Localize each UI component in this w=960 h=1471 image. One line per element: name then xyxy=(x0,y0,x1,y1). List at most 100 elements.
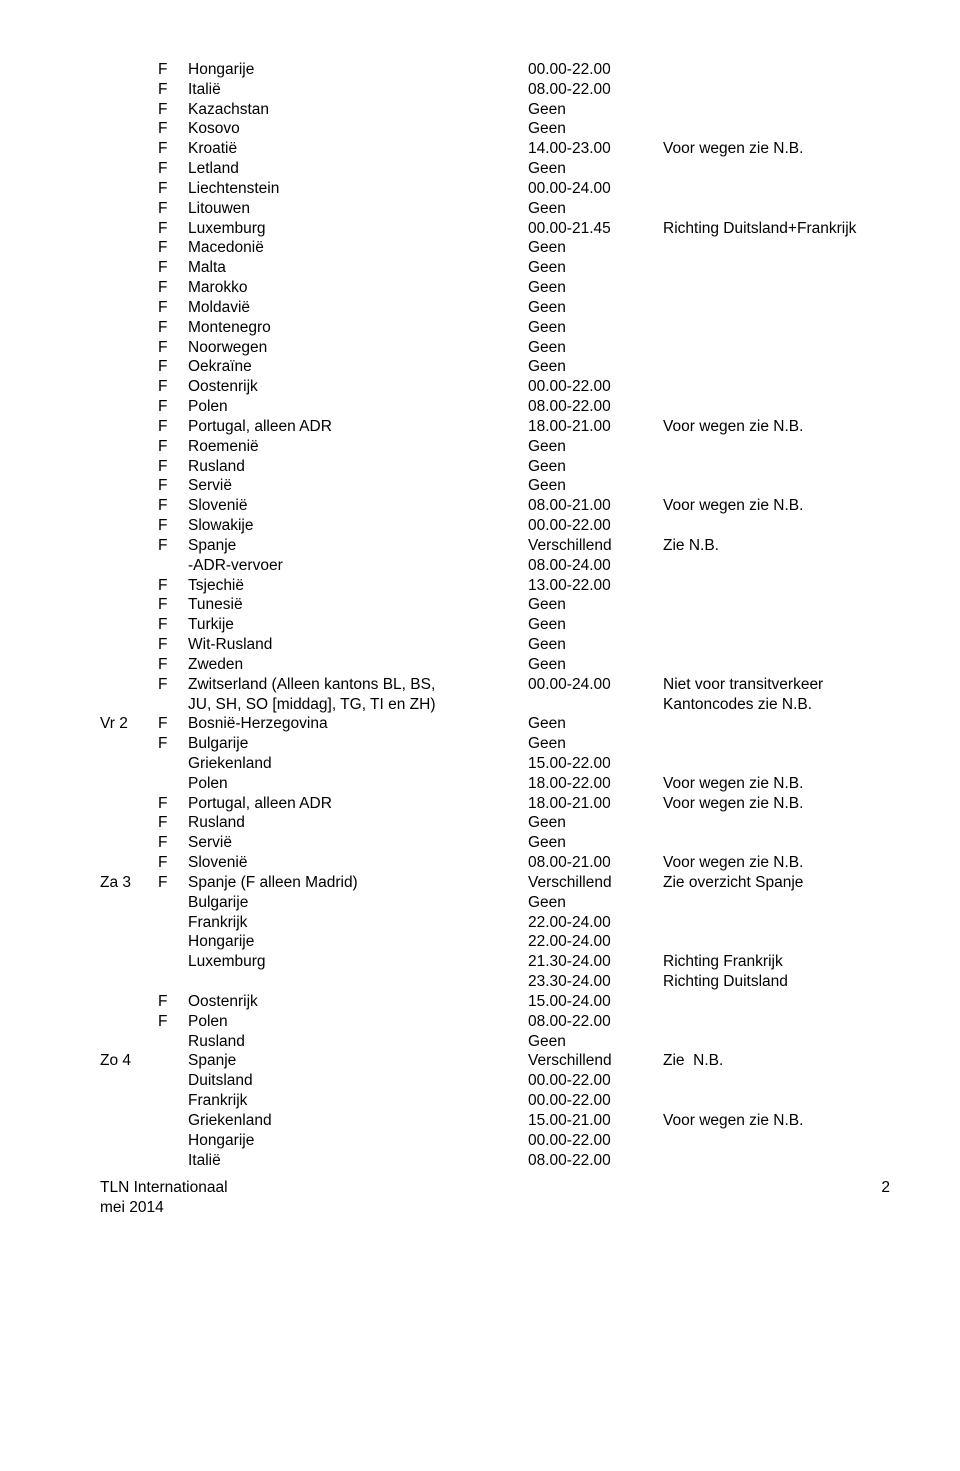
time-cell: Geen xyxy=(528,119,663,139)
flag-cell: F xyxy=(158,258,188,278)
table-row: JU, SH, SO [middag], TG, TI en ZH)Kanton… xyxy=(100,695,890,715)
note-cell xyxy=(663,576,890,596)
note-cell xyxy=(663,298,890,318)
note-cell xyxy=(663,556,890,576)
time-cell: Geen xyxy=(528,159,663,179)
flag-cell: F xyxy=(158,219,188,239)
day-cell xyxy=(100,913,158,933)
flag-cell: F xyxy=(158,675,188,695)
table-row: FLuxemburg00.00-21.45Richting Duitsland+… xyxy=(100,219,890,239)
time-cell: Geen xyxy=(528,100,663,120)
flag-cell: F xyxy=(158,179,188,199)
day-cell xyxy=(100,278,158,298)
time-cell: Geen xyxy=(528,635,663,655)
flag-cell xyxy=(158,556,188,576)
note-cell: Voor wegen zie N.B. xyxy=(663,853,890,873)
flag-cell: F xyxy=(158,238,188,258)
note-cell: Voor wegen zie N.B. xyxy=(663,139,890,159)
flag-cell xyxy=(158,952,188,972)
note-cell: Voor wegen zie N.B. xyxy=(663,774,890,794)
flag-cell: F xyxy=(158,476,188,496)
table-row: FSlovenië08.00-21.00Voor wegen zie N.B. xyxy=(100,853,890,873)
footer-org: TLN Internationaal xyxy=(100,1178,228,1198)
flag-cell xyxy=(158,1151,188,1171)
time-cell: 22.00-24.00 xyxy=(528,932,663,952)
day-cell xyxy=(100,159,158,179)
flag-cell: F xyxy=(158,199,188,219)
table-row: FOostenrijk00.00-22.00 xyxy=(100,377,890,397)
day-cell xyxy=(100,576,158,596)
note-cell: Zie N.B. xyxy=(663,1051,890,1071)
flag-cell: F xyxy=(158,298,188,318)
flag-cell: F xyxy=(158,159,188,179)
note-cell xyxy=(663,1012,890,1032)
country-cell: Zweden xyxy=(188,655,528,675)
day-cell xyxy=(100,219,158,239)
country-cell: Frankrijk xyxy=(188,913,528,933)
day-cell xyxy=(100,675,158,695)
table-row: Frankrijk22.00-24.00 xyxy=(100,913,890,933)
table-row: 23.30-24.00Richting Duitsland xyxy=(100,972,890,992)
flag-cell xyxy=(158,754,188,774)
note-cell xyxy=(663,338,890,358)
time-cell: 00.00-22.00 xyxy=(528,60,663,80)
note-cell: Zie N.B. xyxy=(663,536,890,556)
time-cell: Geen xyxy=(528,338,663,358)
day-cell xyxy=(100,1032,158,1052)
country-cell: Portugal, alleen ADR xyxy=(188,417,528,437)
country-cell: Rusland xyxy=(188,813,528,833)
time-cell: Geen xyxy=(528,476,663,496)
time-cell: 23.30-24.00 xyxy=(528,972,663,992)
flag-cell: F xyxy=(158,1012,188,1032)
day-cell xyxy=(100,318,158,338)
time-cell: Geen xyxy=(528,714,663,734)
note-cell: Richting Duitsland+Frankrijk xyxy=(663,219,890,239)
day-cell xyxy=(100,794,158,814)
flag-cell: F xyxy=(158,655,188,675)
day-cell xyxy=(100,60,158,80)
country-cell: Griekenland xyxy=(188,1111,528,1131)
time-cell: 21.30-24.00 xyxy=(528,952,663,972)
day-cell xyxy=(100,1091,158,1111)
flag-cell xyxy=(158,695,188,715)
footer-date: mei 2014 xyxy=(100,1198,228,1218)
day-cell: Zo 4 xyxy=(100,1051,158,1071)
table-row: Luxemburg21.30-24.00Richting Frankrijk xyxy=(100,952,890,972)
country-cell: Spanje (F alleen Madrid) xyxy=(188,873,528,893)
table-row: FMontenegroGeen xyxy=(100,318,890,338)
table-row: FTsjechië13.00-22.00 xyxy=(100,576,890,596)
note-cell xyxy=(663,992,890,1012)
note-cell xyxy=(663,318,890,338)
table-row: FZwedenGeen xyxy=(100,655,890,675)
table-row: Zo 4SpanjeVerschillendZie N.B. xyxy=(100,1051,890,1071)
country-cell: Moldavië xyxy=(188,298,528,318)
note-cell xyxy=(663,179,890,199)
country-cell: Kroatië xyxy=(188,139,528,159)
note-cell: Voor wegen zie N.B. xyxy=(663,794,890,814)
country-cell: Polen xyxy=(188,774,528,794)
note-cell xyxy=(663,258,890,278)
day-cell: Vr 2 xyxy=(100,714,158,734)
flag-cell: F xyxy=(158,516,188,536)
table-row: Vr 2FBosnië-HerzegovinaGeen xyxy=(100,714,890,734)
table-row: FLitouwenGeen xyxy=(100,199,890,219)
table-row: Za 3FSpanje (F alleen Madrid)Verschillen… xyxy=(100,873,890,893)
flag-cell xyxy=(158,893,188,913)
country-cell: Montenegro xyxy=(188,318,528,338)
table-row: Hongarije22.00-24.00 xyxy=(100,932,890,952)
country-cell: JU, SH, SO [middag], TG, TI en ZH) xyxy=(188,695,528,715)
time-cell: Verschillend xyxy=(528,536,663,556)
table-row: FSlovenië08.00-21.00Voor wegen zie N.B. xyxy=(100,496,890,516)
time-cell: Geen xyxy=(528,298,663,318)
flag-cell xyxy=(158,1111,188,1131)
day-cell xyxy=(100,437,158,457)
day-cell xyxy=(100,932,158,952)
note-cell xyxy=(663,1131,890,1151)
time-cell: 08.00-22.00 xyxy=(528,1012,663,1032)
day-cell xyxy=(100,853,158,873)
flag-cell: F xyxy=(158,496,188,516)
note-cell xyxy=(663,238,890,258)
table-row: FOekraïneGeen xyxy=(100,357,890,377)
note-cell xyxy=(663,457,890,477)
flag-cell: F xyxy=(158,595,188,615)
